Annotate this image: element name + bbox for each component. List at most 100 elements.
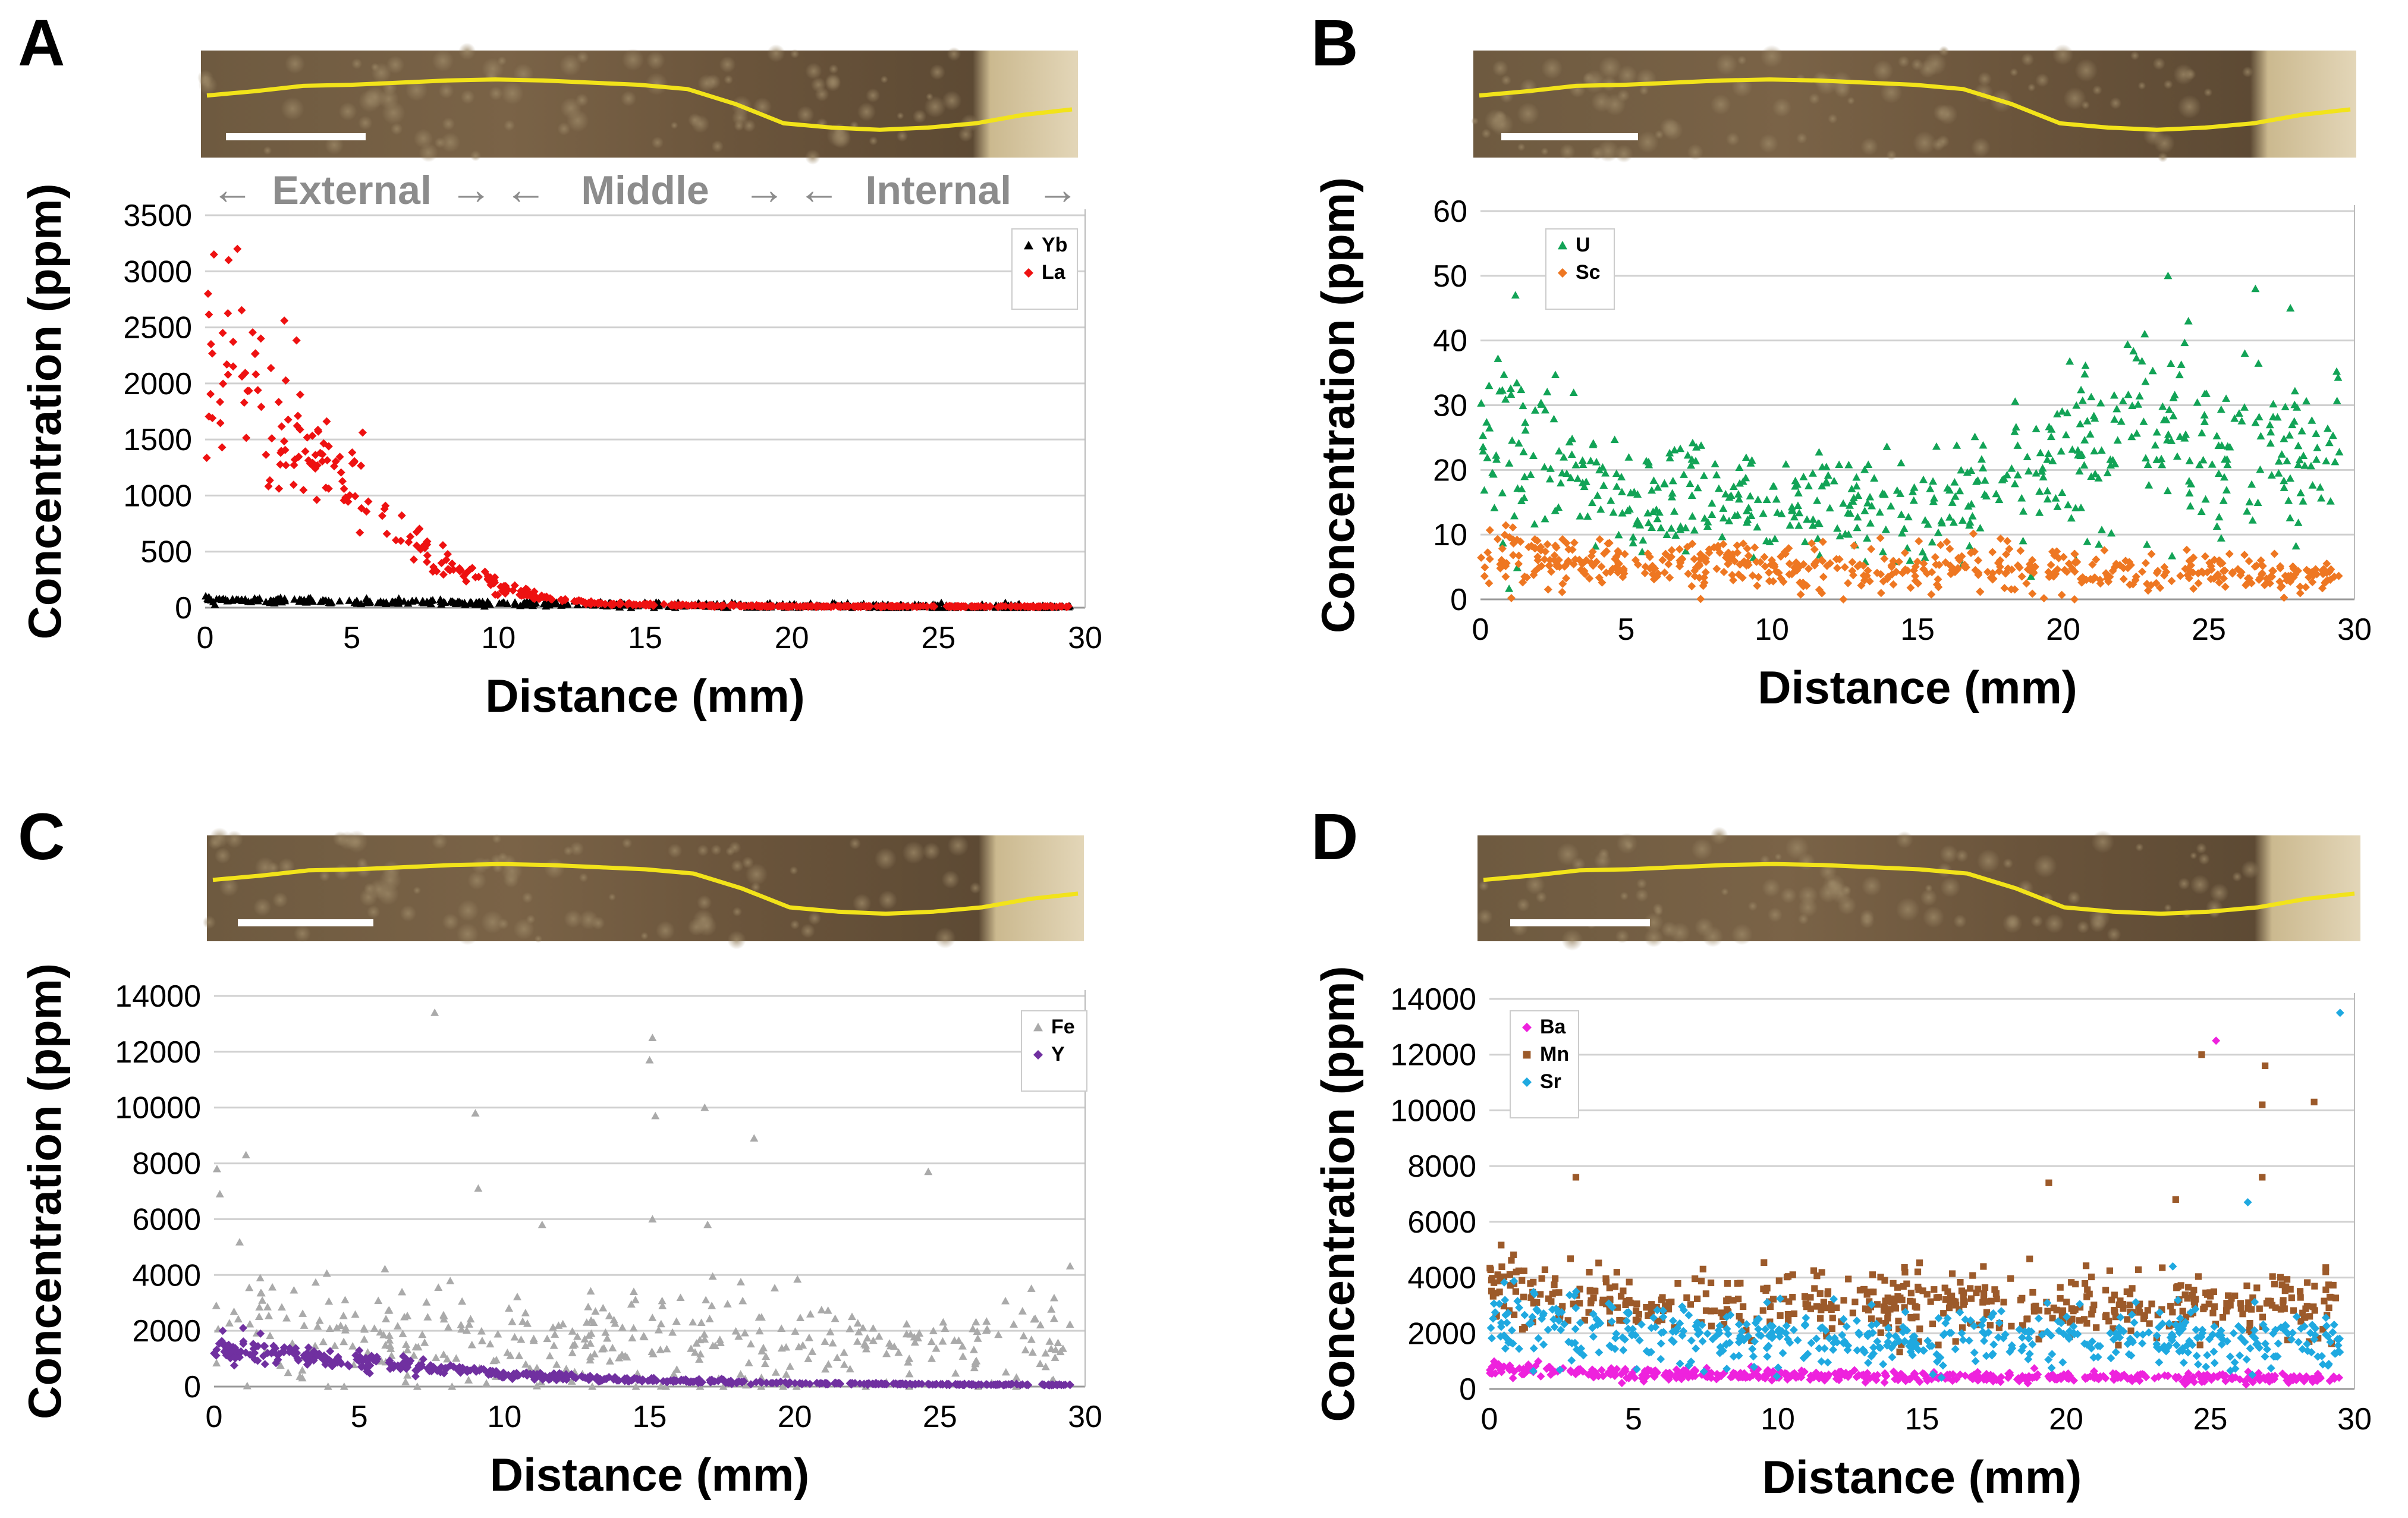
data-point-u — [2308, 416, 2316, 424]
data-point-u — [1668, 489, 1677, 497]
data-point-u — [1981, 476, 1989, 484]
data-point-la — [491, 578, 499, 587]
data-point-u — [1744, 504, 1753, 511]
data-point-u — [1681, 523, 1690, 532]
data-point-fe — [529, 1334, 538, 1343]
y-tick-label: 2000 — [132, 1314, 201, 1349]
data-point-fe — [505, 1304, 514, 1312]
data-point-sr — [2335, 1334, 2344, 1343]
data-point-u — [2024, 467, 2033, 474]
data-point-la — [252, 370, 260, 379]
data-point-u — [2251, 418, 2260, 426]
data-point-u — [2086, 430, 2095, 438]
data-point-sc — [2013, 561, 2022, 570]
data-point-ba — [2199, 1373, 2208, 1382]
data-point-u — [1609, 508, 1618, 516]
data-point-mn — [2045, 1179, 2052, 1186]
data-point-u — [2043, 455, 2052, 463]
data-point-sr — [1832, 1338, 1841, 1347]
data-point-la — [530, 595, 539, 604]
data-point-sc — [1562, 574, 1571, 583]
rock-texture-spot — [724, 74, 734, 84]
rock-texture-spot — [1859, 913, 1875, 929]
data-point-ba — [1989, 1377, 1998, 1386]
data-point-sc — [2146, 581, 2155, 590]
data-point-mn — [1718, 1309, 1725, 1316]
data-point-sr — [1532, 1305, 1541, 1314]
data-point-u — [1530, 520, 1539, 528]
data-point-sr — [1970, 1322, 1979, 1331]
data-point-u — [1906, 556, 1915, 564]
data-point-y — [1008, 1379, 1017, 1388]
data-point-fe — [543, 1334, 552, 1343]
data-point-u — [2058, 488, 2067, 496]
data-point-u — [2019, 507, 2028, 515]
data-point-fe — [734, 1332, 743, 1340]
rock-texture-spot — [253, 898, 272, 916]
y-tick-label: 10000 — [115, 1091, 201, 1126]
rock-texture-spot — [2074, 59, 2098, 82]
data-point-sc — [2070, 595, 2079, 604]
data-point-u — [2011, 397, 2020, 405]
data-point-mn — [2089, 1306, 2096, 1313]
data-point-u — [1746, 492, 1755, 499]
data-point-u — [1919, 475, 1928, 483]
data-point-sc — [1719, 568, 1728, 577]
data-point-ba — [2302, 1372, 2310, 1381]
legend-marker-u — [1558, 241, 1567, 250]
data-point-mn — [1527, 1280, 1534, 1287]
data-point-u — [1573, 474, 1582, 482]
data-point-la — [561, 596, 570, 605]
zone-arrow-right-icon: → — [449, 166, 492, 213]
data-point-fe — [973, 1327, 982, 1335]
data-point-la — [224, 309, 232, 318]
data-point-mn — [2084, 1286, 2091, 1293]
data-point-fe — [413, 1382, 422, 1390]
data-point-mn — [1674, 1280, 1681, 1287]
rock-texture-spot — [325, 136, 344, 155]
data-point-la — [677, 601, 686, 610]
rock-texture-spot — [526, 914, 536, 924]
y-axis-title: Concentration (ppm) — [18, 184, 71, 640]
data-point-sc — [2182, 545, 2191, 554]
data-point-sr — [1656, 1339, 1665, 1348]
data-point-u — [2294, 518, 2303, 526]
data-point-la — [503, 586, 512, 595]
data-point-u — [1479, 447, 1488, 455]
data-point-sr — [1737, 1327, 1746, 1336]
data-point-mn — [1945, 1305, 1953, 1312]
data-point-fe — [771, 1284, 779, 1291]
data-point-mn — [2237, 1305, 2244, 1312]
data-point-u — [2129, 347, 2138, 355]
data-point-sc — [2088, 560, 2097, 569]
data-point-u — [1501, 395, 1510, 403]
data-point-mn — [1980, 1293, 1988, 1300]
rock-texture-spot — [2002, 913, 2023, 934]
data-point-yb — [270, 599, 279, 606]
rock-texture-spot — [432, 833, 448, 850]
data-point-sc — [1543, 540, 1552, 549]
data-point-sr — [1698, 1337, 1707, 1346]
data-point-sr — [1607, 1317, 1616, 1326]
rock-texture-spot — [1976, 849, 2001, 873]
rock-texture-spot — [1616, 832, 1638, 854]
data-point-sr — [2210, 1322, 2219, 1331]
data-point-sr — [2063, 1312, 2071, 1321]
data-point-sc — [2143, 586, 2152, 595]
data-point-u — [1923, 520, 1932, 528]
data-point-ba — [1961, 1371, 1970, 1380]
data-point-fe — [325, 1324, 334, 1332]
rock-texture-spot — [1725, 132, 1740, 146]
data-point-u — [1979, 464, 1988, 472]
rock-texture-spot — [1809, 93, 1821, 105]
data-point-sc — [1839, 595, 1848, 604]
data-point-fe — [212, 1164, 221, 1173]
data-point-fe — [410, 1351, 419, 1359]
data-point-yb — [426, 599, 435, 608]
data-point-mn — [2304, 1279, 2311, 1286]
data-point-mn — [2267, 1297, 2274, 1305]
data-point-sr — [2294, 1338, 2303, 1347]
rock-texture-spot — [1895, 897, 1920, 922]
data-point-u — [2208, 460, 2217, 468]
